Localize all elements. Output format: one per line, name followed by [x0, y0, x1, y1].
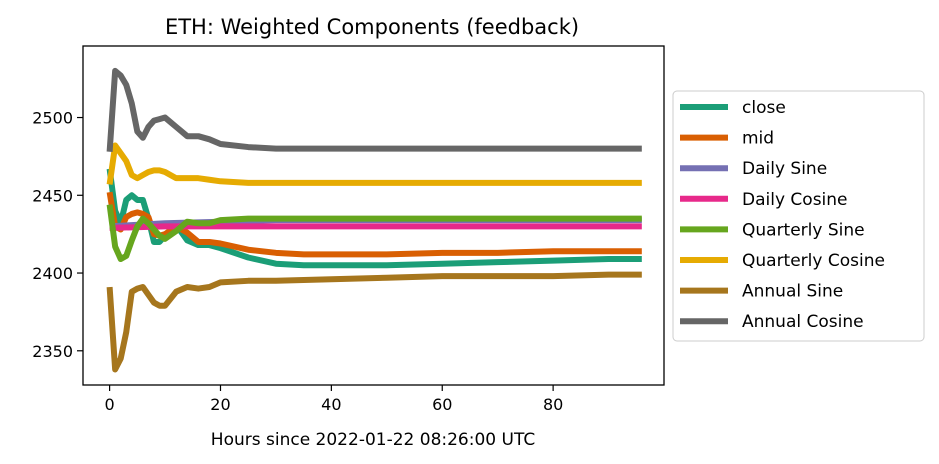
x-axis-label: Hours since 2022-01-22 08:26:00 UTC: [211, 430, 535, 450]
y-tick-label: 2500: [32, 109, 73, 128]
y-tick-label: 2400: [32, 264, 73, 283]
x-tick-label: 60: [432, 395, 452, 414]
legend-label: Annual Sine: [742, 282, 843, 302]
x-tick-label: 80: [543, 395, 563, 414]
legend-label: Quarterly Sine: [742, 220, 865, 240]
series-line-quarterly-sine: [106, 204, 642, 263]
x-tick-label: 20: [210, 395, 230, 414]
series-line-annual-sine: [106, 271, 642, 373]
legend-label: mid: [742, 129, 774, 149]
series-line-annual-cosine: [106, 67, 642, 152]
legend-label: Quarterly Cosine: [742, 251, 885, 271]
series-line-daily-cosine: [109, 223, 642, 231]
legend-frame: [672, 90, 925, 342]
y-tick-label: 2350: [32, 342, 73, 361]
series-line-mid: [106, 191, 642, 258]
series-layer: [106, 67, 642, 373]
series-line-close: [106, 168, 642, 269]
y-tick-label: 2450: [32, 186, 73, 205]
legend-label: Daily Sine: [742, 159, 827, 179]
x-axis: 0 20 40 60 80: [105, 385, 563, 414]
y-axis: 2350 2400 2450 2500: [32, 109, 83, 361]
chart-title: ETH: Weighted Components (feedback): [165, 15, 579, 39]
legend: close mid Daily Sine Daily Cosine Quarterly …: [672, 90, 925, 342]
x-tick-label: 0: [105, 395, 115, 414]
legend-label: close: [742, 98, 786, 118]
x-tick-label: 40: [321, 395, 341, 414]
plot-frame: [82, 45, 665, 386]
series-line-quarterly-cosine: [106, 142, 642, 186]
legend-label: Daily Cosine: [742, 190, 848, 210]
legend-label: Annual Cosine: [742, 312, 864, 332]
